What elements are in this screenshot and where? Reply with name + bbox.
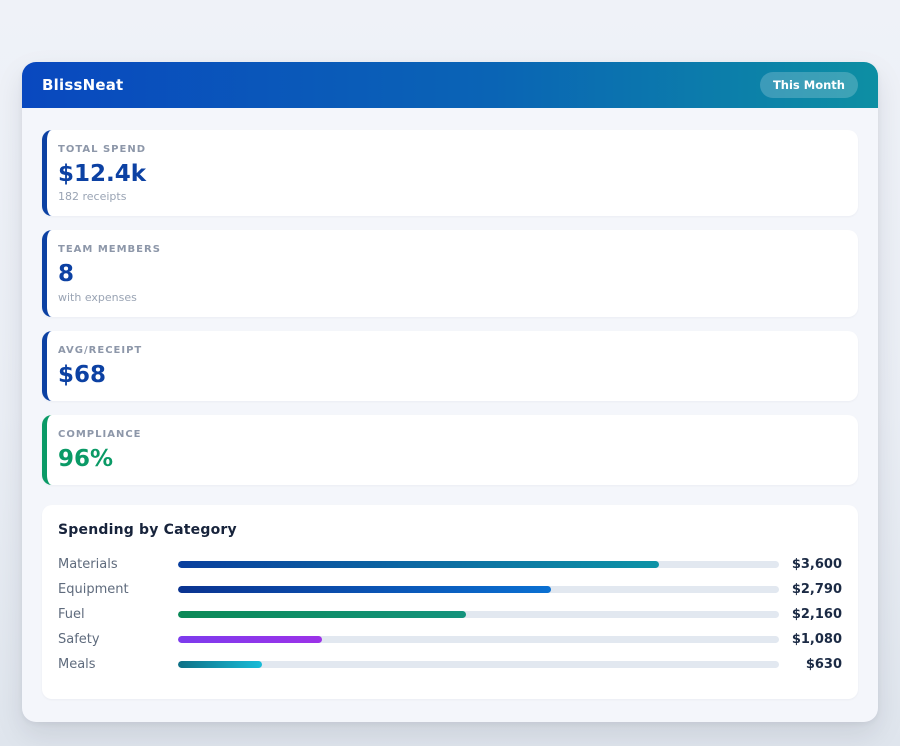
- category-bar-fill: [178, 611, 467, 619]
- category-row: Equipment $2,790: [58, 577, 842, 602]
- stat-card: COMPLIANCE 96%: [42, 414, 858, 486]
- category-bar-track: [178, 636, 779, 644]
- category-value: $3,600: [791, 557, 842, 573]
- stat-label: AVG/RECEIPT: [58, 344, 143, 356]
- category-bar-fill: [178, 661, 263, 669]
- category-bar-fill: [178, 561, 659, 569]
- category-value: $2,160: [791, 607, 842, 623]
- category-bar-fill: [178, 636, 323, 644]
- stat-label: TOTAL SPEND: [58, 144, 146, 155]
- category-label: Fuel: [58, 607, 85, 623]
- category-label: Meals: [58, 657, 96, 673]
- stat-card: TEAM MEMBERS 8 with expenses: [42, 230, 858, 317]
- spending-card-title: Spending by Category: [58, 522, 237, 539]
- stat-label: TEAM MEMBERS: [58, 244, 161, 256]
- category-row: Fuel $2,160: [58, 602, 842, 627]
- category-label: Safety: [58, 632, 100, 648]
- spending-by-category-card: Spending by Category Materials $3,600 Eq…: [42, 505, 858, 700]
- category-label: Materials: [58, 557, 118, 573]
- stat-value: $68: [58, 361, 107, 388]
- stat-sublabel: 182 receipts: [58, 190, 127, 204]
- category-bar-track: [178, 611, 779, 619]
- stat-sublabel: with expenses: [58, 290, 137, 304]
- category-row: Safety $1,080: [58, 627, 842, 652]
- category-label: Equipment: [58, 582, 129, 598]
- period-badge[interactable]: This Month: [759, 72, 858, 98]
- app-title: BlissNeat: [42, 76, 124, 94]
- category-value: $630: [805, 657, 842, 673]
- category-value: $2,790: [791, 582, 842, 598]
- stat-card: AVG/RECEIPT $68: [42, 330, 858, 401]
- stat-value: 8: [58, 261, 75, 288]
- category-bar-track: [178, 561, 779, 569]
- spending-rows: Materials $3,600 Equipment $2,790 Fuel $…: [58, 552, 842, 677]
- category-bar-track: [178, 661, 779, 669]
- stat-value: 96%: [58, 445, 114, 472]
- category-bar-track: [178, 586, 779, 594]
- category-row: Meals $630: [58, 652, 842, 677]
- stat-label: COMPLIANCE: [58, 428, 142, 440]
- stat-value: $12.4k: [58, 161, 147, 187]
- dashboard-panel: BlissNeat This Month TOTAL SPEND $12.4k …: [22, 62, 878, 723]
- category-value: $1,080: [791, 632, 842, 648]
- app-header: BlissNeat This Month: [22, 62, 878, 108]
- stat-card: TOTAL SPEND $12.4k 182 receipts: [42, 130, 858, 217]
- category-bar-fill: [178, 586, 551, 594]
- category-row: Materials $3,600: [58, 552, 842, 577]
- dashboard-content: TOTAL SPEND $12.4k 182 receipts TEAM MEM…: [22, 108, 878, 722]
